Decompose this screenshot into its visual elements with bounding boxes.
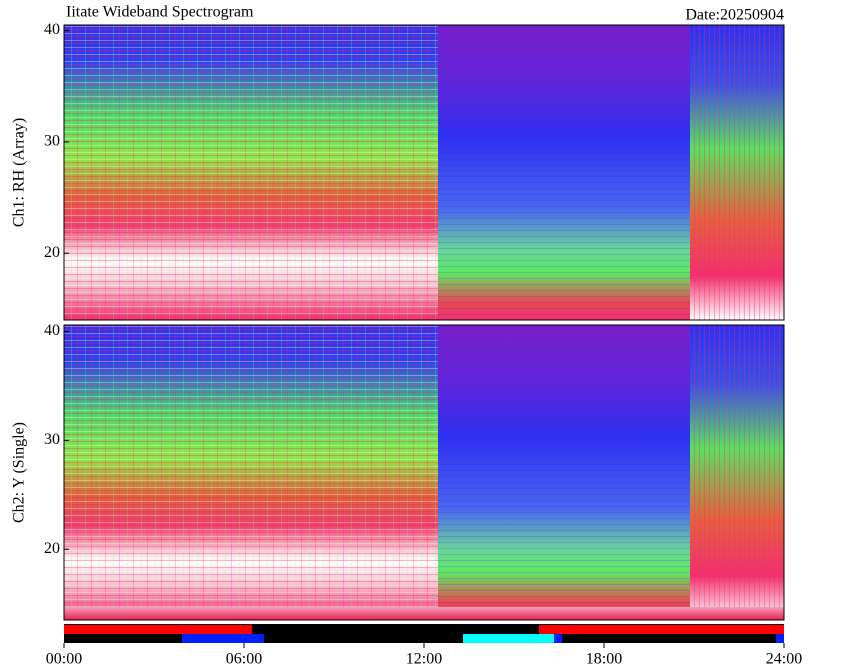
panel-frame xyxy=(63,24,785,321)
y-tick-label: 30 xyxy=(44,133,60,150)
y-tick-label: 30 xyxy=(44,431,60,448)
spectrogram-panel-1 xyxy=(64,25,784,320)
spectrum-texture xyxy=(690,325,784,620)
y-axis-label: Ch1: RH (Array) xyxy=(11,118,28,227)
spectrum-texture xyxy=(438,25,691,320)
y-tick-label: 40 xyxy=(44,21,60,38)
status-segment xyxy=(539,625,784,634)
y-tick-label: 20 xyxy=(44,540,60,557)
panel-frame xyxy=(63,324,785,621)
x-tick-label: 06:00 xyxy=(226,651,262,668)
spectrogram-panel-2 xyxy=(64,325,784,620)
status-segment xyxy=(463,634,554,643)
chart-title: Iitate Wideband Spectrogram xyxy=(66,4,254,21)
status-segment xyxy=(64,625,252,634)
x-tick-label: 18:00 xyxy=(586,651,622,668)
spectrum-texture xyxy=(64,325,439,620)
status-segment xyxy=(182,634,264,643)
date-label: Date:20250904 xyxy=(685,7,784,24)
status-segment xyxy=(554,634,562,643)
y-axis-label: Ch2: Y (Single) xyxy=(11,422,28,523)
status-segment xyxy=(776,634,784,643)
x-tick-label: 00:00 xyxy=(46,651,82,668)
y-tick-label: 20 xyxy=(44,244,60,261)
y-tick-label: 40 xyxy=(44,322,60,339)
spectrum-texture xyxy=(690,25,784,320)
spectrum-texture xyxy=(64,25,439,320)
x-tick-label: 24:00 xyxy=(766,651,802,668)
noise-band xyxy=(64,607,784,620)
x-tick-label: 12:00 xyxy=(406,651,442,668)
spectrum-texture xyxy=(438,325,691,620)
